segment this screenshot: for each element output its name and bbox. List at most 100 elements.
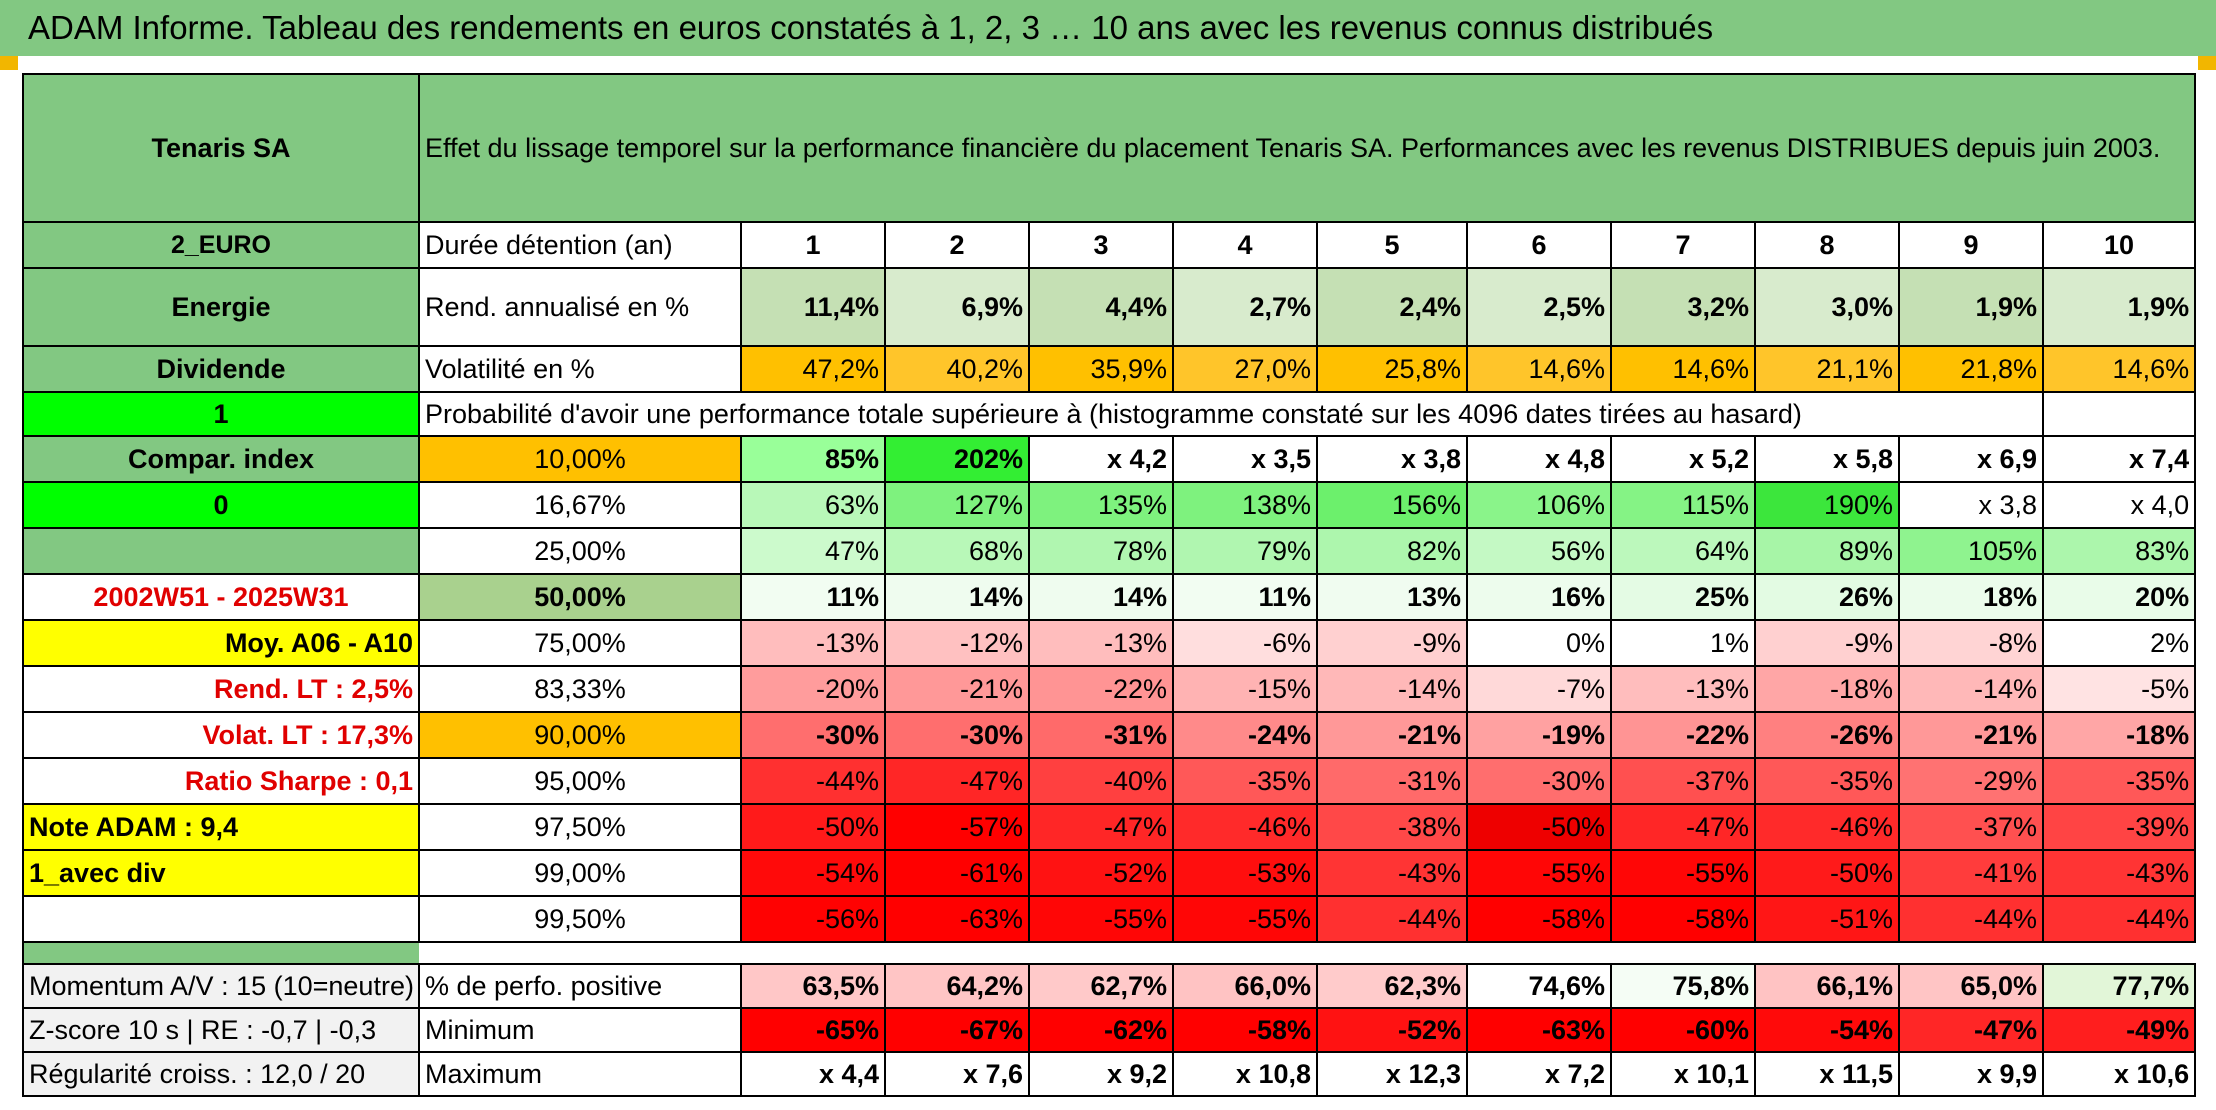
summary-row: Momentum A/V : 15 (10=neutre)% de perfo.… — [22, 963, 2197, 1009]
quantile-value: -44% — [2041, 895, 2197, 943]
quantile-row: Rend. LT : 2,5% 83,33% -20% -21% -22% -15% -14… — [22, 665, 2197, 713]
duration-value: 5 — [1316, 221, 1468, 269]
quantile-value: -9% — [1316, 619, 1468, 667]
volatility-value: 35,9% — [1028, 345, 1174, 393]
currency-label: 2_EURO — [22, 221, 420, 269]
quantile-level: 25,00% — [418, 527, 742, 575]
quantile-value: -39% — [2041, 803, 2197, 851]
empty-side-cell — [22, 527, 420, 575]
quantile-value: -35% — [1172, 757, 1318, 805]
quantile-value: -41% — [1898, 849, 2044, 897]
quantile-value: -31% — [1028, 711, 1174, 759]
maximum-value: x 10,1 — [1610, 1051, 1756, 1097]
duration-value: 3 — [1028, 221, 1174, 269]
volatility-label: Volatilité en % — [418, 345, 742, 393]
probability-title: Probabilité d'avoir une performance tota… — [418, 391, 1899, 437]
quantile-value: x 5,8 — [1754, 435, 1900, 483]
quantile-value: -13% — [1028, 619, 1174, 667]
quantile-value: 78% — [1028, 527, 1174, 575]
average-label: Moy. A06 - A10 — [22, 619, 420, 667]
positive-value: 63,5% — [740, 963, 886, 1009]
positive-value: 75,8% — [1610, 963, 1756, 1009]
corner-mark-right — [2198, 56, 2216, 70]
minimum-value: -47% — [1898, 1007, 2044, 1053]
return-value: 11,4% — [740, 267, 886, 347]
quantile-value: -37% — [1898, 803, 2044, 851]
minimum-value: -63% — [1466, 1007, 1612, 1053]
quantile-level: 50,00% — [418, 573, 742, 621]
quantile-row: 2002W51 - 2025W31 50,00% 11% 14% 14% 11% 13% 16… — [22, 573, 2197, 621]
quantile-value: 202% — [884, 435, 1030, 483]
quantile-value: -47% — [1028, 803, 1174, 851]
duration-value: 9 — [1898, 221, 2044, 269]
quantile-value: -51% — [1754, 895, 1900, 943]
quantile-value: -40% — [1028, 757, 1174, 805]
quantile-value: -26% — [1754, 711, 1900, 759]
volatility-value: 40,2% — [884, 345, 1030, 393]
quantile-value: -30% — [884, 711, 1030, 759]
quantile-value: 106% — [1466, 481, 1612, 529]
duration-value: 10 — [2041, 221, 2197, 269]
summary-row: Régularité croiss. : 12,0 / 20 Maximum x 4… — [22, 1051, 2197, 1097]
maximum-value: x 10,6 — [2041, 1051, 2197, 1097]
quantile-value: -13% — [740, 619, 886, 667]
sharpe-ratio: Ratio Sharpe : 0,1 — [22, 757, 420, 805]
maximum-value: x 10,8 — [1172, 1051, 1318, 1097]
quantile-value: -7% — [1466, 665, 1612, 713]
minimum-value: -67% — [884, 1007, 1030, 1053]
empty-cell — [2041, 391, 2197, 437]
positive-value: 74,6% — [1466, 963, 1612, 1009]
quantile-value: -63% — [884, 895, 1030, 943]
quantile-value: -24% — [1172, 711, 1318, 759]
compar-index-label: Compar. index — [22, 435, 420, 483]
quantile-value: -5% — [2041, 665, 2197, 713]
maximum-value: x 12,3 — [1316, 1051, 1468, 1097]
volatility-row: Dividende Volatilité en % 47,2% 40,2% 35,9… — [22, 345, 2197, 393]
quantile-value: x 5,2 — [1610, 435, 1756, 483]
quantile-value: 156% — [1316, 481, 1468, 529]
quantile-value: 14% — [1028, 573, 1174, 621]
return-value: 2,7% — [1172, 267, 1318, 347]
minimum-label: Minimum — [418, 1007, 742, 1053]
quantile-value: -55% — [1028, 895, 1174, 943]
quantile-value: 56% — [1466, 527, 1612, 575]
quantile-value: -46% — [1172, 803, 1318, 851]
regularity-label: Régularité croiss. : 12,0 / 20 — [22, 1051, 420, 1097]
sector-label: Energie — [22, 267, 420, 347]
minimum-value: -54% — [1754, 1007, 1900, 1053]
quantile-value: -22% — [1028, 665, 1174, 713]
quantile-value: x 4,0 — [2041, 481, 2197, 529]
quantile-value: -50% — [740, 803, 886, 851]
spacer-cell — [419, 942, 2195, 964]
quantile-value: -55% — [1466, 849, 1612, 897]
adam-note: Note ADAM : 9,4 — [22, 803, 420, 851]
quantile-value: x 4,8 — [1466, 435, 1612, 483]
duration-value: 8 — [1754, 221, 1900, 269]
positive-value: 64,2% — [884, 963, 1030, 1009]
quantile-value: -35% — [1754, 757, 1900, 805]
minimum-value: -60% — [1610, 1007, 1756, 1053]
return-value: 2,4% — [1316, 267, 1468, 347]
positive-value: 66,0% — [1172, 963, 1318, 1009]
quantile-value: x 4,2 — [1028, 435, 1174, 483]
quantile-value: 127% — [884, 481, 1030, 529]
quantile-level: 75,00% — [418, 619, 742, 667]
quantile-value: -21% — [884, 665, 1030, 713]
quantile-value: -35% — [2041, 757, 2197, 805]
quantile-value: 63% — [740, 481, 886, 529]
quantile-value: x 3,8 — [1898, 481, 2044, 529]
quantile-value: -14% — [1898, 665, 2044, 713]
quantile-value: -46% — [1754, 803, 1900, 851]
duration-value: 4 — [1172, 221, 1318, 269]
corner-mark-left — [0, 56, 18, 70]
long-term-return: Rend. LT : 2,5% — [22, 665, 420, 713]
flag-zero: 0 — [22, 481, 420, 529]
positive-value: 77,7% — [2041, 963, 2197, 1009]
quantile-value: -21% — [1316, 711, 1468, 759]
quantile-value: -58% — [1466, 895, 1612, 943]
volatility-value: 21,8% — [1898, 345, 2044, 393]
quantile-value: 68% — [884, 527, 1030, 575]
quantile-value: -58% — [1610, 895, 1756, 943]
quantile-row: Volat. LT : 17,3% 90,00% -30% -30% -31% -24% -… — [22, 711, 2197, 759]
minimum-value: -62% — [1028, 1007, 1174, 1053]
